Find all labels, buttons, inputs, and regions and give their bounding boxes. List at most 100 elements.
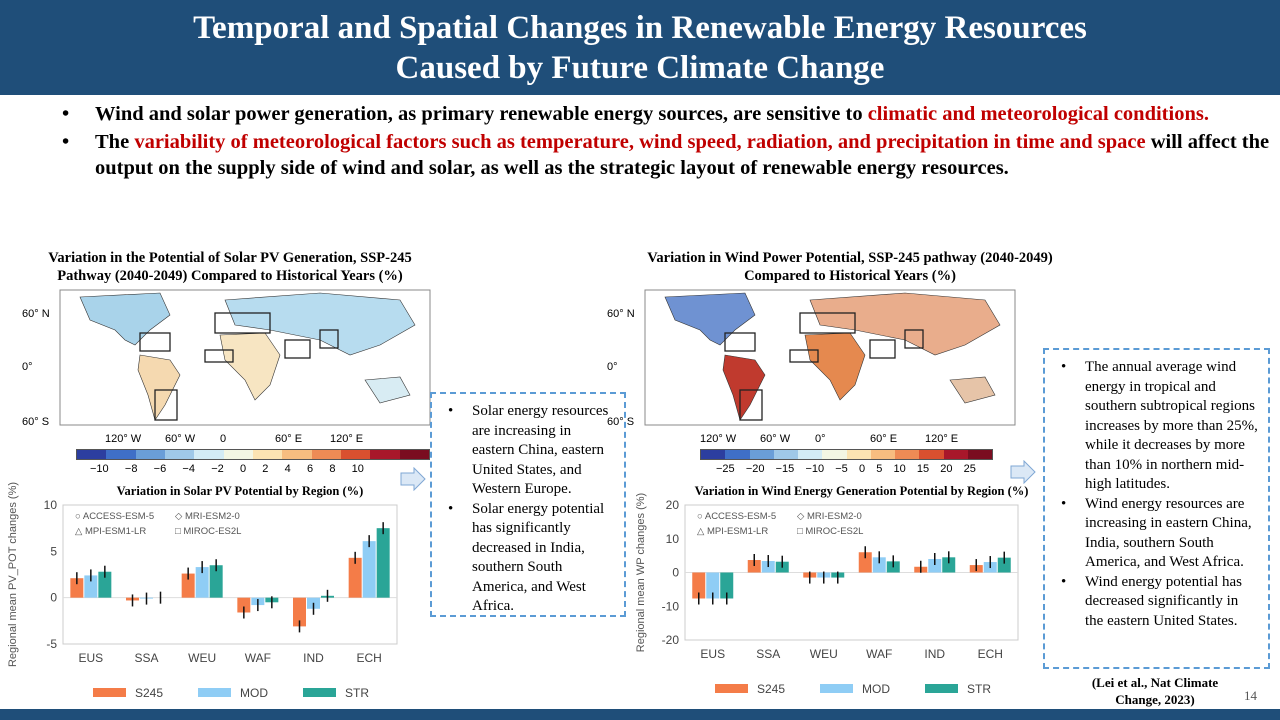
longitude-label: 60° E (275, 433, 302, 445)
bar-str (942, 557, 956, 573)
wind-callout-box: The annual average wind energy in tropic… (1043, 348, 1270, 669)
bar-mod (872, 557, 886, 573)
model-legend-entry: □ MIROC-ES2L (175, 526, 241, 537)
bar-s245 (237, 597, 251, 613)
bullet-text: will affect the output on the supply sid… (95, 131, 1270, 179)
legend-swatch (93, 688, 126, 697)
colorbar-label: −2 (211, 463, 224, 475)
plot-frame (62, 504, 398, 645)
colorbar-swatch (282, 450, 312, 459)
wind-colorbar-labels: −25 −20 −15 −10 −5 0 5 10 15 20 25 (716, 463, 976, 475)
region-box (799, 312, 856, 334)
y-tick-label: -20 (662, 633, 680, 647)
colorbar-label: 2 (262, 463, 269, 475)
solar-colorbar-labels: −10 −8 −6 −4 −2 0 2 4 6 8 10 (90, 463, 364, 475)
y-tick-label: -5 (46, 637, 57, 651)
region-box (904, 329, 924, 349)
colorbar-swatch (870, 450, 895, 459)
colorbar-swatch (798, 450, 823, 459)
colorbar-label: 0 (239, 463, 247, 475)
bullet-highlight: climatic and meteorological conditions. (867, 103, 1209, 125)
y-tick-label: 10 (44, 498, 58, 512)
colorbar-label: 0 (858, 463, 866, 475)
colorbar-label: −6 (153, 463, 167, 475)
legend-swatch (303, 688, 336, 697)
colorbar-swatch (895, 450, 920, 459)
model-legend-entry: ○ ACCESS-ESM-5 (697, 511, 776, 522)
x-tick-label: WAF (245, 651, 271, 665)
x-tick-label: EUS (78, 651, 103, 665)
colorbar-swatch (749, 450, 774, 459)
solar-callout-box: Solar energy resources are increasing in… (430, 392, 626, 617)
colorbar-swatch (194, 450, 224, 459)
bar-mod (195, 567, 209, 598)
colorbar-label: −15 (775, 463, 795, 475)
wind-map-caption: Variation in Wind Power Potential, SSP-2… (647, 250, 1053, 284)
continent-shape (224, 292, 416, 356)
wind-colorbar (700, 449, 993, 460)
region-box (284, 339, 311, 359)
bar-s245 (181, 573, 195, 598)
bar-str (98, 571, 112, 598)
legend-label: MOD (240, 686, 268, 700)
colorbar-label: 25 (963, 463, 976, 475)
colorbar-swatch (967, 450, 992, 459)
continent-shape (804, 332, 866, 401)
y-axis-label: Regional mean WP changes (%) (635, 493, 647, 652)
region-box (869, 339, 896, 359)
colorbar-swatch (106, 450, 136, 459)
continent-shape (809, 292, 1001, 356)
legend-label: MOD (862, 682, 890, 696)
y-tick-label: 5 (50, 544, 57, 558)
y-tick-label: 10 (666, 532, 680, 546)
region-box (139, 332, 171, 352)
colorbar-swatch (701, 450, 726, 459)
latitude-label: 60° N (22, 308, 50, 320)
colorbar-label: 6 (306, 463, 314, 475)
solar-callout-item: Solar energy potential has significantly… (442, 500, 616, 617)
legend-label: S245 (135, 686, 163, 700)
colorbar-swatch (919, 450, 944, 459)
x-tick-label: ECH (978, 647, 1003, 661)
model-legend-entry: ○ ACCESS-ESM-5 (75, 511, 154, 522)
legend-swatch (925, 684, 958, 693)
continent-shape (364, 376, 411, 404)
colorbar-label: −5 (835, 463, 848, 475)
region-box (319, 329, 339, 349)
legend-label: S245 (757, 682, 785, 696)
chart-title: Variation in Solar PV Potential by Regio… (117, 484, 364, 498)
longitude-label: 60° E (870, 433, 897, 445)
colorbar-label: −25 (716, 463, 735, 475)
colorbar-label: 10 (351, 463, 364, 475)
y-tick-label: -10 (662, 599, 680, 613)
chart-title: Variation in Wind Energy Generation Pote… (695, 484, 1029, 498)
bullet-highlight: variability of meteorological factors su… (134, 131, 1146, 153)
bullet-text: Wind and solar power generation, as prim… (95, 103, 868, 125)
colorbar-label: −10 (90, 463, 109, 475)
colorbar-swatch (370, 450, 400, 459)
longitude-label: 120° W (105, 433, 142, 445)
bar-s245 (348, 557, 362, 598)
bullet-2: The variability of meteorological factor… (62, 129, 1272, 181)
x-tick-label: WEU (810, 647, 838, 661)
colorbar-swatch (340, 450, 371, 459)
longitude-label: 60° W (760, 433, 791, 445)
bar-s245 (858, 552, 872, 573)
page-number: 14 (1244, 688, 1257, 703)
bar-s245 (692, 572, 706, 599)
x-tick-label: ECH (356, 651, 381, 665)
bullet-list: Wind and solar power generation, as prim… (62, 101, 1272, 183)
bar-str (997, 557, 1011, 573)
solar-colorbar (76, 449, 430, 460)
continent-shape (137, 354, 181, 421)
legend-swatch (820, 684, 853, 693)
colorbar-swatch (399, 450, 429, 459)
colorbar-label: 20 (940, 463, 953, 475)
legend-label: STR (345, 686, 369, 700)
y-axis-label: Regional mean PV_POT changes (%) (7, 482, 19, 667)
colorbar-swatch (846, 450, 871, 459)
wind-callout-item: Wind energy resources are increasing in … (1055, 495, 1260, 573)
footer-bar (0, 709, 1280, 720)
colorbar-label: −4 (182, 463, 195, 475)
colorbar-swatch (77, 450, 107, 459)
